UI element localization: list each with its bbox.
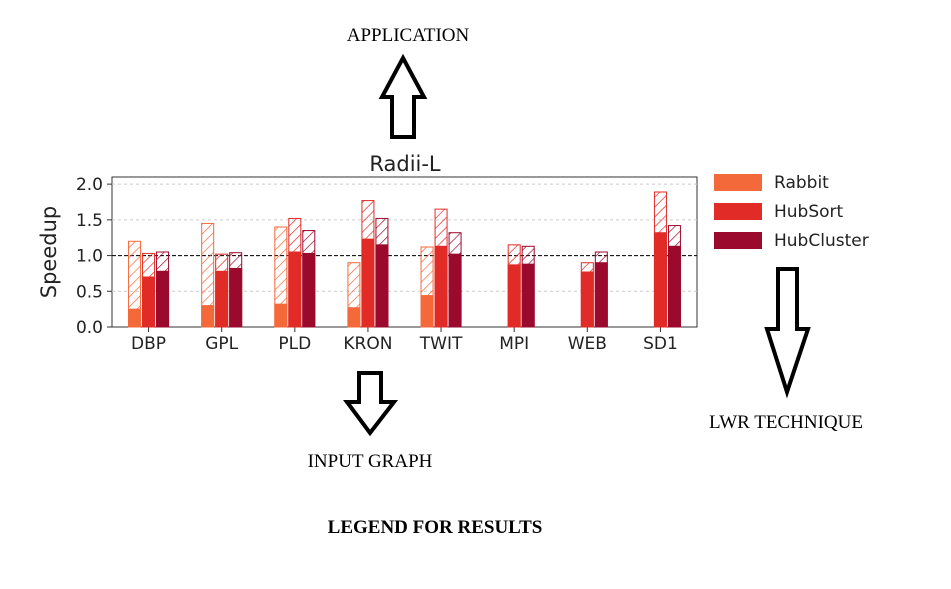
bar-hubsort-pld [288, 251, 302, 328]
legend-item-hubcluster: HubCluster [714, 226, 869, 255]
bar-hubsort-mpi [507, 264, 521, 328]
lwr-technique-label: LWR TECHNIQUE [709, 412, 863, 433]
legend-label-hubsort: HubSort [774, 201, 844, 222]
x-tick-label-twit: TWIT [419, 334, 463, 354]
bar-hubsort-twit [434, 245, 448, 328]
bar-hubcluster-twit [448, 253, 462, 328]
x-tick-label-sd1: SD1 [643, 334, 678, 354]
bar-rabbit-gpl [201, 305, 215, 328]
legend-label-hubcluster: HubCluster [774, 230, 869, 251]
bar-hubsort-web [580, 271, 594, 328]
x-tick-label-gpl: GPL [205, 334, 238, 354]
bar-rabbit-pld [274, 303, 288, 328]
down-arrow-icon-input [343, 371, 399, 437]
legend-item-rabbit: Rabbit [714, 168, 869, 197]
y-tick-label: 0.5 [76, 282, 103, 302]
legend-item-hubsort: HubSort [714, 197, 869, 226]
legend-swatch-hubcluster [714, 232, 762, 249]
bar-hubsort-gpl [215, 270, 229, 328]
bar-hubcluster-gpl [229, 267, 243, 328]
legend-swatch-hubsort [714, 203, 762, 220]
x-tick-label-kron: KRON [343, 334, 392, 354]
bar-hubcluster-web [594, 262, 608, 328]
up-arrow-icon [378, 53, 428, 139]
bar-hubsort-sd1 [653, 232, 667, 328]
y-tick-label: 1.0 [76, 247, 103, 267]
y-tick-label: 1.5 [76, 211, 103, 231]
input-graph-label: INPUT GRAPH [307, 451, 433, 472]
x-tick-label-web: WEB [568, 334, 607, 354]
plot-frame [111, 176, 698, 328]
bar-hubcluster-pld [302, 252, 316, 328]
bar-rabbit-twit [420, 295, 434, 328]
y-axis-label: Speedup [37, 206, 61, 298]
bar-hubcluster-kron [375, 244, 389, 328]
bar-rabbit-kron [347, 307, 361, 328]
bar-rabbit-dbp [128, 308, 142, 328]
y-tick-label: 2.0 [76, 175, 103, 195]
legend-swatch-rabbit [714, 174, 762, 191]
chart-legend: Rabbit HubSort HubCluster [714, 168, 869, 255]
bar-hubsort-kron [361, 238, 375, 328]
x-tick-label-pld: PLD [278, 334, 311, 354]
chart-area: 0.0 0.5 1.0 1.5 2.0 DBP GPL PLD KRON TWIT MPI WEB SD… [76, 175, 698, 354]
x-tick-label-mpi: MPI [499, 334, 529, 354]
chart-title: Radii-L [369, 152, 441, 176]
y-tick-label: 0.0 [76, 318, 103, 338]
x-tick-label-dbp: DBP [131, 334, 166, 354]
bar-hubsort-dbp [142, 276, 156, 328]
bar-hubcluster-mpi [521, 263, 535, 328]
application-label: APPLICATION [346, 25, 470, 46]
legend-label-rabbit: Rabbit [774, 172, 829, 193]
legend-for-results-title: LEGEND FOR RESULTS [327, 517, 543, 538]
bar-hubcluster-sd1 [667, 245, 681, 328]
bar-hubcluster-dbp [156, 270, 170, 328]
down-arrow-icon-lwr [764, 267, 811, 399]
